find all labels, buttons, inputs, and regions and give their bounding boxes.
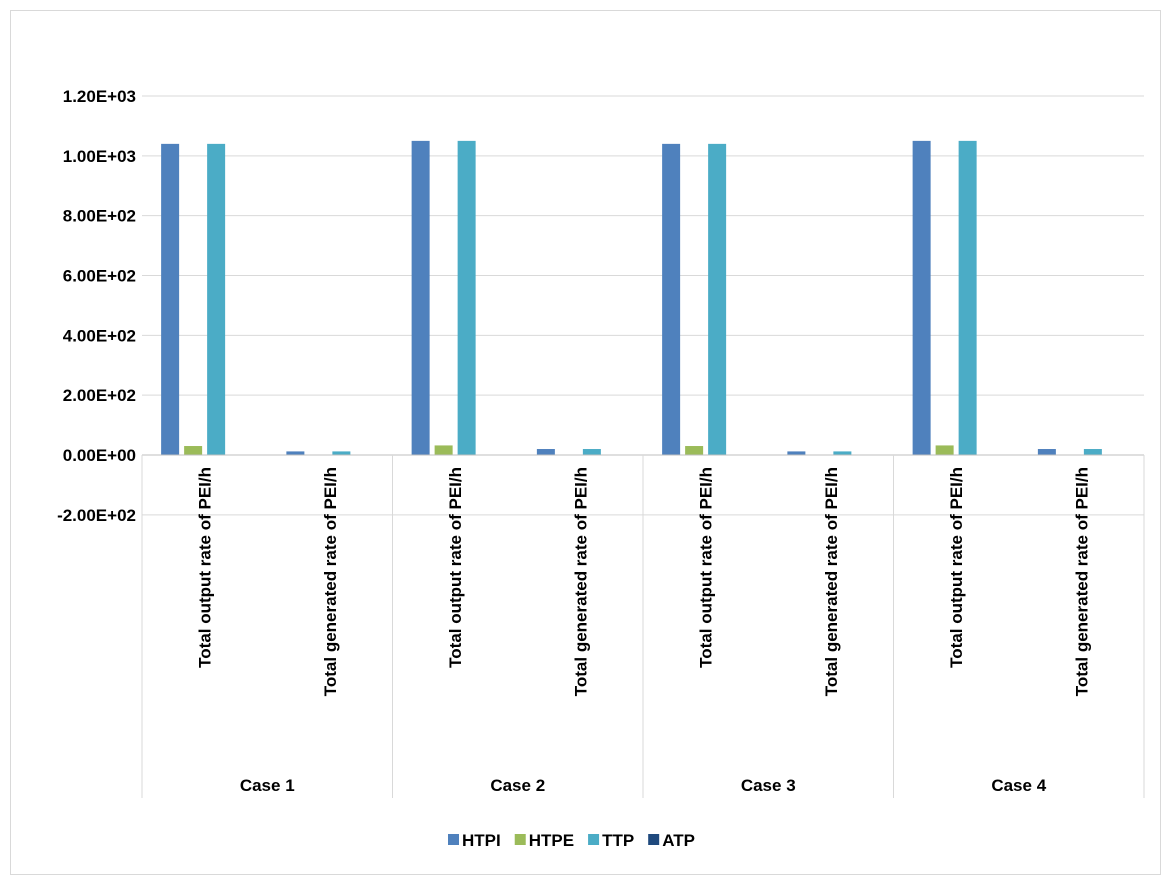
legend-label-ttp: TTP	[602, 831, 634, 850]
bar-htpe	[935, 445, 954, 455]
group-label: Case 3	[741, 776, 796, 795]
bar-htpi	[787, 451, 806, 455]
bars	[161, 140, 1102, 455]
bar-htpe	[434, 445, 453, 455]
y-tick-label: 4.00E+02	[63, 326, 136, 345]
bar-ttp	[207, 143, 226, 455]
bar-htpe	[184, 446, 203, 455]
group-label: Case 2	[490, 776, 545, 795]
y-tick-label: 0.00E+00	[63, 446, 136, 465]
bar-ttp	[1083, 449, 1102, 455]
legend-label-htpe: HTPE	[529, 831, 574, 850]
category-label: Total output rate of PEI/h	[446, 467, 465, 668]
category-label: Total output rate of PEI/h	[697, 467, 716, 668]
bar-ttp	[457, 140, 476, 455]
bar-htpi	[912, 140, 931, 455]
y-tick-label: 1.20E+03	[63, 87, 136, 106]
bar-htpi	[411, 140, 430, 455]
y-axis-tick-labels: -2.00E+02 0.00E+00 2.00E+02 4.00E+02 6.00E+0…	[57, 87, 136, 525]
bar-ttp	[708, 143, 727, 455]
group-label: Case 1	[240, 776, 295, 795]
group-label: Case 4	[991, 776, 1046, 795]
legend-label-atp: ATP	[662, 831, 695, 850]
category-label: Total generated rate of PEI/h	[321, 467, 340, 696]
bar-htpi	[536, 449, 555, 455]
legend-label-htpi: HTPI	[462, 831, 501, 850]
legend: HTPI HTPE TTP ATP	[448, 831, 695, 850]
bar-htpe	[685, 446, 704, 455]
category-label: Total generated rate of PEI/h	[571, 467, 590, 696]
category-axis	[141, 454, 1145, 798]
bar-htpi	[286, 451, 305, 455]
y-tick-label: -2.00E+02	[57, 506, 136, 525]
y-tick-label: 6.00E+02	[63, 267, 136, 286]
bar-ttp	[833, 451, 852, 455]
category-labels: Total output rate of PEI/h Total generate…	[196, 467, 1092, 795]
y-tick-label: 2.00E+02	[63, 386, 136, 405]
legend-swatch-htpi	[448, 834, 459, 845]
y-tick-label: 1.00E+03	[63, 147, 136, 166]
legend-swatch-ttp	[588, 834, 600, 845]
bar-ttp	[958, 140, 977, 455]
bar-ttp	[332, 451, 351, 455]
bar-ttp	[582, 449, 601, 455]
bar-htpi	[1037, 449, 1056, 455]
bar-htpi	[662, 143, 681, 455]
category-label: Total output rate of PEI/h	[196, 467, 215, 668]
legend-swatch-atp	[648, 834, 660, 845]
category-label: Total generated rate of PEI/h	[1072, 467, 1091, 696]
y-tick-label: 8.00E+02	[63, 207, 136, 226]
bar-htpi	[161, 143, 180, 455]
category-label: Total generated rate of PEI/h	[822, 467, 841, 696]
category-label: Total output rate of PEI/h	[947, 467, 966, 668]
legend-swatch-htpe	[514, 834, 526, 845]
